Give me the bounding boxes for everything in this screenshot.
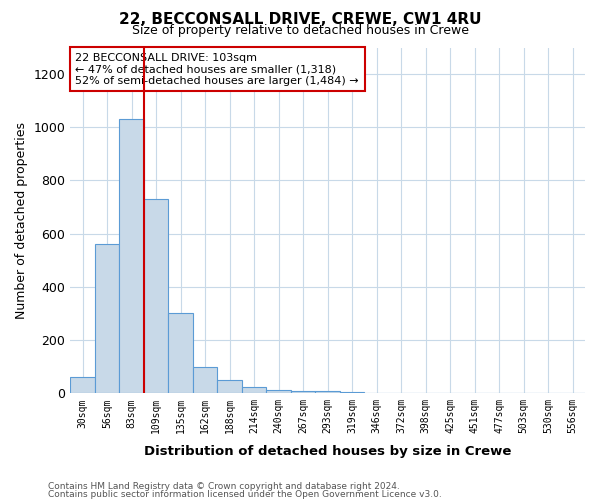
Y-axis label: Number of detached properties: Number of detached properties bbox=[15, 122, 28, 319]
Bar bbox=[340, 392, 364, 394]
Bar bbox=[95, 244, 119, 394]
Text: Contains HM Land Registry data © Crown copyright and database right 2024.: Contains HM Land Registry data © Crown c… bbox=[48, 482, 400, 491]
Bar bbox=[119, 120, 144, 394]
Bar bbox=[364, 392, 389, 394]
Bar bbox=[266, 390, 291, 394]
Bar bbox=[217, 380, 242, 394]
Text: Size of property relative to detached houses in Crewe: Size of property relative to detached ho… bbox=[131, 24, 469, 37]
Text: Contains public sector information licensed under the Open Government Licence v3: Contains public sector information licen… bbox=[48, 490, 442, 499]
Text: 22, BECCONSALL DRIVE, CREWE, CW1 4RU: 22, BECCONSALL DRIVE, CREWE, CW1 4RU bbox=[119, 12, 481, 28]
Bar bbox=[70, 378, 95, 394]
Bar bbox=[169, 314, 193, 394]
Bar bbox=[193, 366, 217, 394]
Bar bbox=[242, 386, 266, 394]
X-axis label: Distribution of detached houses by size in Crewe: Distribution of detached houses by size … bbox=[144, 444, 511, 458]
Bar bbox=[291, 390, 316, 394]
Bar bbox=[316, 391, 340, 394]
Text: 22 BECCONSALL DRIVE: 103sqm
← 47% of detached houses are smaller (1,318)
52% of : 22 BECCONSALL DRIVE: 103sqm ← 47% of det… bbox=[76, 52, 359, 86]
Bar bbox=[144, 199, 169, 394]
